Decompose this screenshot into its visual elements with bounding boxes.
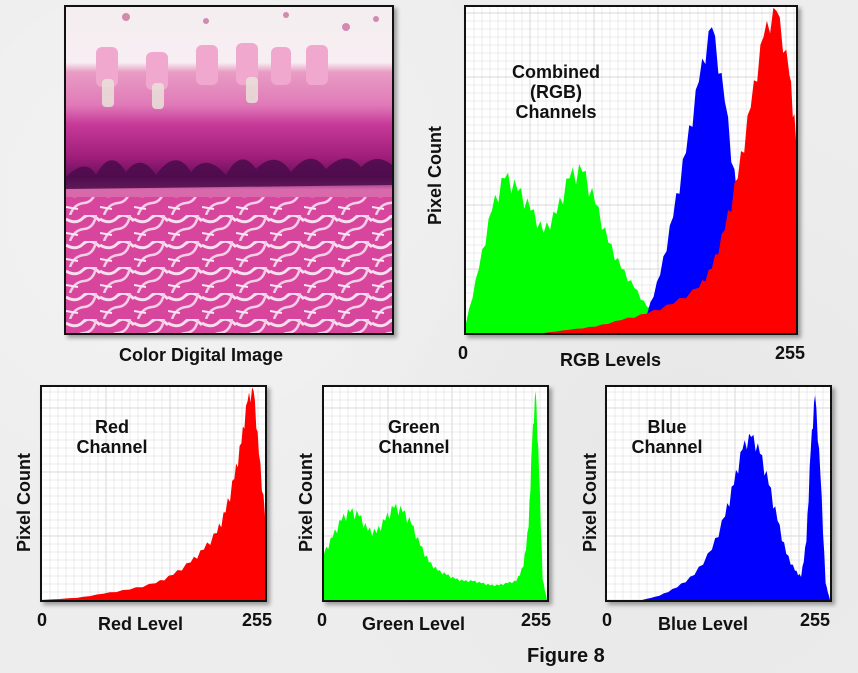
combined-y-axis-label: Pixel Count bbox=[425, 125, 445, 225]
combined-series-green-area bbox=[466, 164, 712, 333]
red-y-axis-label: Pixel Count bbox=[14, 452, 34, 552]
red-chart-panel: Red Channel bbox=[40, 385, 267, 602]
blue-chart-panel: Blue Channel bbox=[605, 385, 832, 602]
red-title-line-2: Channel bbox=[76, 437, 148, 457]
green-x-tick-255: 255 bbox=[521, 610, 552, 630]
blue-x-tick-255: 255 bbox=[800, 610, 831, 630]
blue-series-blue-area bbox=[607, 395, 830, 600]
blue-chart-svg bbox=[607, 387, 830, 600]
green-chart-svg bbox=[324, 387, 547, 600]
tissue-image bbox=[66, 7, 392, 333]
red-x-tick-255: 255 bbox=[242, 610, 273, 630]
green-series-green-area bbox=[324, 391, 547, 600]
red-x-tick-0: 0 bbox=[37, 610, 48, 630]
red-chart-svg bbox=[42, 387, 265, 600]
blue-x-axis-label: Blue Level bbox=[658, 614, 749, 634]
green-chart-title: Green Channel bbox=[364, 417, 464, 457]
blue-chart-title: Blue Channel bbox=[617, 417, 717, 457]
combined-title-line-2: (RGB) bbox=[530, 82, 582, 102]
green-title-line-2: Channel bbox=[378, 437, 450, 457]
red-chart-title: Red Channel bbox=[62, 417, 162, 457]
combined-series-red-area bbox=[543, 7, 796, 333]
green-title-line-1: Green bbox=[387, 417, 441, 437]
red-x-axis-label: Red Level bbox=[98, 614, 184, 634]
blue-x-tick-0: 0 bbox=[602, 610, 613, 630]
blue-title-line-1: Blue bbox=[647, 417, 687, 437]
green-chart-panel: Green Channel bbox=[322, 385, 549, 602]
green-y-axis-label: Pixel Count bbox=[296, 452, 316, 552]
blue-title-line-2: Channel bbox=[631, 437, 703, 457]
figure-caption: Figure 8 bbox=[527, 645, 605, 667]
combined-x-tick-255: 255 bbox=[775, 343, 806, 363]
combined-chart-svg bbox=[466, 7, 796, 333]
combined-chart-panel: Combined (RGB) Channels bbox=[464, 5, 798, 335]
red-title-line-1: Red bbox=[94, 417, 129, 437]
combined-chart-title: Combined (RGB) Channels bbox=[496, 62, 616, 122]
red-series-red-area bbox=[42, 387, 265, 600]
tissue-photo bbox=[64, 5, 394, 335]
green-x-axis-label: Green Level bbox=[362, 614, 466, 634]
combined-title-line-1: Combined bbox=[512, 62, 600, 82]
green-x-tick-0: 0 bbox=[317, 610, 328, 630]
combined-x-axis-label: RGB Levels bbox=[560, 350, 662, 370]
blue-y-axis-label: Pixel Count bbox=[580, 452, 600, 552]
combined-title-line-3: Channels bbox=[515, 102, 597, 122]
combined-x-tick-0: 0 bbox=[458, 343, 469, 363]
photo-caption: Color Digital Image bbox=[119, 345, 284, 365]
